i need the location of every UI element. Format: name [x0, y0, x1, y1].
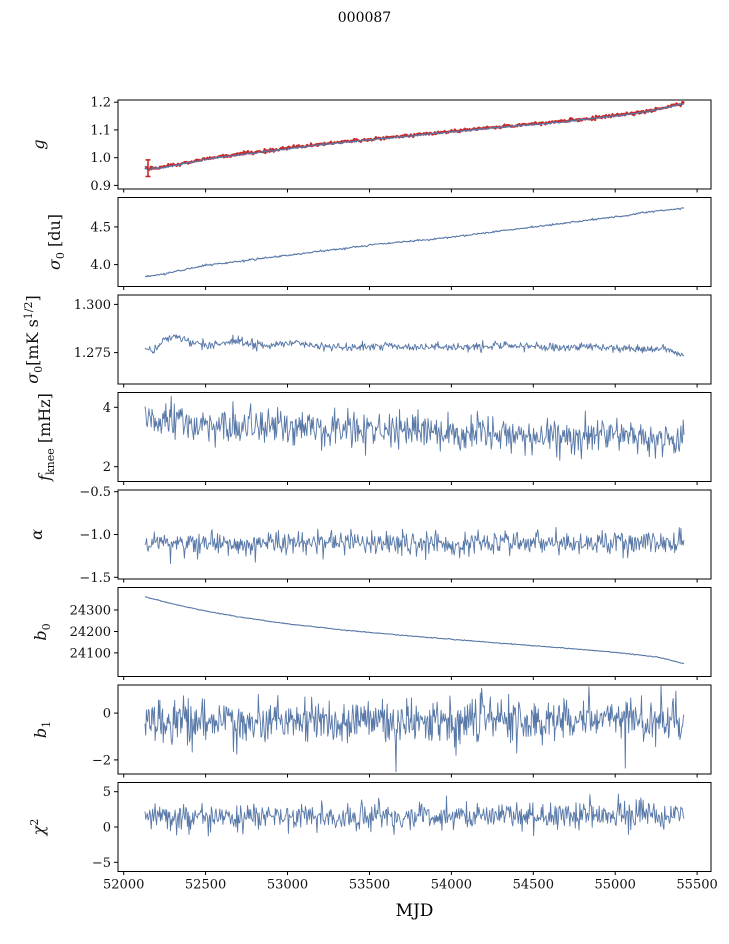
x-tick-label: 55500 — [676, 878, 717, 893]
x-tick-label: 53000 — [267, 878, 308, 893]
x-tick-label: 52500 — [185, 878, 226, 893]
panel-frame — [117, 197, 712, 287]
panel-alpha: −0.5 −1.0 −1.5 α — [27, 485, 712, 586]
y-tick-label: 1.300 — [74, 298, 111, 313]
x-tick-label: 52000 — [103, 878, 144, 893]
series-fknee — [144, 395, 685, 461]
y-tick-label: 1.0 — [90, 151, 111, 166]
x-tick-label: 54500 — [513, 878, 554, 893]
y-axis-label-g: g — [29, 139, 48, 149]
y-tick-label: 4.0 — [90, 258, 111, 273]
panel-frame — [117, 392, 712, 482]
y-tick-label: 1.275 — [74, 346, 111, 361]
y-axis-label-chi2: χ2 — [28, 819, 48, 837]
panel-b0: 24100 24200 24300 b0 — [31, 587, 712, 680]
x-tick-label: 53500 — [349, 878, 390, 893]
y-axis-label-alpha: α — [27, 529, 46, 540]
y-tick-label: 1.2 — [90, 96, 111, 111]
series-gain-blue — [144, 102, 685, 171]
y-axis-label-fknee: fknee [mHz] — [35, 393, 57, 482]
y-tick-label: −5 — [92, 856, 111, 871]
series-b1 — [144, 685, 685, 773]
y-tick-label: 5 — [103, 785, 111, 800]
x-tick-label: 55000 — [595, 878, 636, 893]
figure-title: 000087 — [337, 10, 392, 26]
y-tick-label: 1.1 — [90, 123, 111, 138]
y-tick-label: 24300 — [70, 604, 111, 619]
y-tick-label: 0.9 — [90, 179, 111, 194]
panel-frame — [117, 294, 712, 385]
panel-chi2: 5 0 −5 χ2 — [28, 782, 712, 875]
y-tick-label: −2 — [92, 753, 111, 768]
series-b0 — [144, 596, 685, 665]
y-axis-label-sigma0-mk: σ0[mK s1/2] — [22, 295, 45, 384]
y-tick-label: 24200 — [70, 625, 111, 640]
y-tick-label: 4.5 — [90, 220, 111, 235]
y-tick-label: −0.5 — [79, 485, 111, 500]
series-sigma0-du — [144, 207, 685, 278]
panel-frame — [117, 587, 712, 677]
y-tick-label: 0 — [103, 821, 111, 836]
y-axis-label-b0: b0 — [31, 623, 53, 640]
y-tick-label: −1.5 — [79, 571, 111, 586]
y-tick-label: 2 — [103, 460, 111, 475]
panel-b1: 0 −2 b1 — [31, 684, 712, 778]
y-axis-label-b1: b1 — [31, 721, 53, 738]
panel-sigma0-du: 4.0 4.5 σ0 [du] — [45, 197, 712, 290]
series-sigma0-mk — [144, 334, 685, 357]
panel-sigma0-mk: 1.275 1.300 σ0[mK s1/2] — [22, 294, 712, 388]
series-alpha — [144, 527, 685, 564]
y-tick-label: 0 — [103, 707, 111, 722]
series-chi2 — [144, 793, 685, 837]
panel-frame — [117, 489, 712, 580]
panel-fknee: 2 4 fknee [mHz] — [35, 392, 712, 485]
y-tick-label: 4 — [103, 401, 111, 416]
panel-g: 0.9 1.0 1.1 1.2 g — [29, 96, 712, 194]
y-tick-label: −1.0 — [79, 528, 111, 543]
x-axis-label: MJD — [395, 901, 434, 921]
y-tick-label: 24100 — [70, 646, 111, 661]
x-tick-label: 54000 — [431, 878, 472, 893]
y-axis-label-sigma0-du: σ0 [du] — [45, 214, 67, 270]
